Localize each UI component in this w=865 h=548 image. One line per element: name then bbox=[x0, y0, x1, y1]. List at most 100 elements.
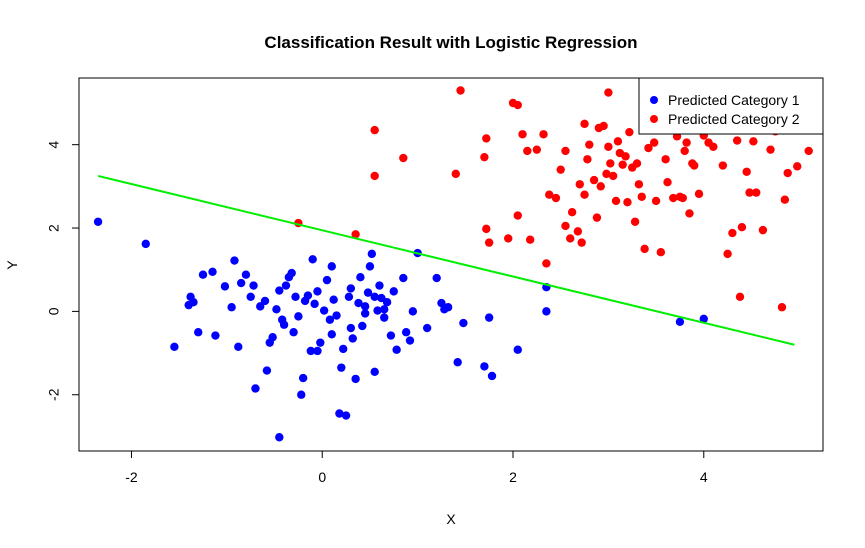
legend: Predicted Category 1 Predicted Category … bbox=[638, 77, 824, 135]
point-category-1 bbox=[422, 323, 432, 333]
point-category-2 bbox=[804, 146, 813, 156]
point-category-2 bbox=[545, 190, 554, 199]
point-category-2 bbox=[551, 193, 561, 203]
point-category-1 bbox=[220, 282, 230, 291]
point-category-1 bbox=[319, 306, 329, 315]
point-category-2 bbox=[399, 153, 408, 163]
point-category-2 bbox=[752, 188, 761, 197]
point-category-1 bbox=[211, 331, 220, 340]
point-category-1 bbox=[272, 305, 281, 314]
point-category-2 bbox=[793, 162, 802, 171]
point-category-1 bbox=[346, 323, 356, 333]
point-category-2 bbox=[480, 152, 489, 162]
point-category-2 bbox=[709, 142, 718, 151]
point-category-2 bbox=[525, 235, 535, 244]
legend-marker-category-2 bbox=[650, 115, 658, 123]
legend-marker-category-1 bbox=[650, 96, 658, 104]
point-category-1 bbox=[306, 346, 315, 356]
point-category-2 bbox=[592, 213, 602, 222]
point-category-1 bbox=[316, 338, 325, 347]
point-category-1 bbox=[249, 281, 258, 290]
legend-label-category-1: Predicted Category 1 bbox=[668, 92, 800, 108]
point-category-1 bbox=[699, 314, 708, 324]
point-category-1 bbox=[287, 268, 296, 278]
point-category-1 bbox=[275, 433, 284, 442]
point-category-1 bbox=[401, 328, 411, 337]
point-category-1 bbox=[513, 345, 522, 354]
point-category-2 bbox=[589, 175, 599, 185]
point-category-2 bbox=[783, 168, 792, 178]
point-category-1 bbox=[351, 374, 360, 384]
point-category-1 bbox=[389, 287, 398, 296]
point-category-1 bbox=[337, 363, 346, 372]
point-category-1 bbox=[325, 315, 335, 324]
point-category-1 bbox=[380, 305, 389, 314]
point-category-2 bbox=[556, 165, 565, 174]
point-category-2 bbox=[632, 159, 642, 168]
point-category-1 bbox=[327, 330, 336, 339]
point-category-1 bbox=[291, 292, 300, 301]
point-category-1 bbox=[382, 298, 392, 307]
point-category-1 bbox=[234, 342, 243, 352]
point-category-1 bbox=[356, 273, 365, 282]
x-tick-label: -2 bbox=[125, 469, 138, 485]
point-category-2 bbox=[656, 248, 666, 257]
point-category-1 bbox=[298, 373, 308, 383]
point-category-1 bbox=[141, 239, 150, 249]
legend-box bbox=[638, 77, 824, 135]
point-category-1 bbox=[386, 331, 396, 340]
point-category-2 bbox=[644, 143, 653, 153]
x-tick-label: 2 bbox=[509, 469, 517, 485]
point-category-1 bbox=[230, 256, 239, 265]
x-tick-label: 4 bbox=[700, 469, 708, 485]
point-category-1 bbox=[189, 298, 198, 307]
point-category-2 bbox=[370, 125, 379, 135]
point-category-2 bbox=[618, 160, 627, 169]
point-category-1 bbox=[281, 281, 291, 290]
legend-label-category-2: Predicted Category 2 bbox=[668, 111, 800, 127]
point-category-2 bbox=[737, 223, 747, 232]
point-category-1 bbox=[275, 286, 284, 295]
y-tick-label: 0 bbox=[46, 307, 62, 315]
x-axis-label: X bbox=[446, 511, 456, 527]
point-category-1 bbox=[251, 384, 260, 393]
point-category-1 bbox=[399, 273, 408, 283]
point-category-2 bbox=[649, 138, 659, 147]
point-category-2 bbox=[728, 228, 737, 238]
point-category-1 bbox=[198, 270, 208, 279]
point-category-1 bbox=[256, 302, 265, 311]
point-category-1 bbox=[246, 292, 255, 301]
point-category-2 bbox=[482, 134, 491, 143]
point-category-1 bbox=[268, 333, 277, 342]
point-category-1 bbox=[375, 281, 384, 290]
point-category-1 bbox=[365, 262, 375, 271]
point-category-2 bbox=[735, 292, 745, 301]
point-category-2 bbox=[623, 197, 632, 207]
y-tick-label: 4 bbox=[46, 141, 62, 149]
point-category-2 bbox=[484, 238, 494, 247]
point-category-2 bbox=[669, 193, 678, 203]
point-category-2 bbox=[561, 146, 570, 156]
point-category-1 bbox=[408, 307, 418, 316]
point-category-1 bbox=[332, 311, 341, 320]
point-category-1 bbox=[360, 309, 370, 318]
point-category-1 bbox=[367, 249, 377, 259]
point-category-1 bbox=[432, 273, 441, 283]
point-category-2 bbox=[723, 249, 732, 259]
point-category-2 bbox=[680, 146, 689, 156]
point-category-2 bbox=[621, 152, 630, 161]
point-category-2 bbox=[583, 155, 592, 164]
point-category-1 bbox=[297, 390, 306, 399]
point-category-1 bbox=[370, 367, 379, 377]
point-category-2 bbox=[608, 171, 618, 181]
y-tick-label: 2 bbox=[46, 224, 62, 232]
point-category-1 bbox=[443, 303, 453, 312]
point-category-2 bbox=[678, 193, 687, 203]
point-category-2 bbox=[451, 169, 460, 179]
point-category-2 bbox=[780, 195, 790, 204]
point-category-2 bbox=[513, 211, 522, 220]
point-category-2 bbox=[613, 137, 623, 146]
point-category-2 bbox=[766, 145, 775, 154]
point-category-1 bbox=[484, 313, 494, 322]
